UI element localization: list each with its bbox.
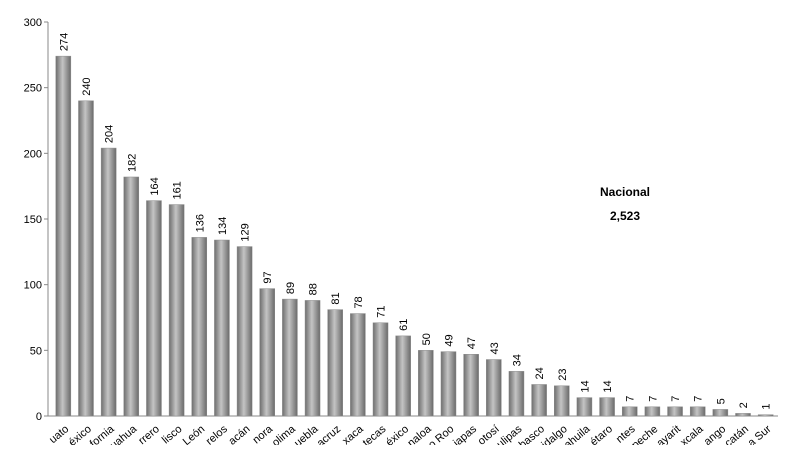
x-tick-label: lisco [160, 423, 185, 445]
value-label: 2 [738, 402, 750, 408]
value-label: 89 [285, 282, 297, 294]
bar [214, 239, 230, 417]
value-label: 7 [693, 396, 705, 402]
value-label: 161 [172, 181, 184, 199]
value-label: 47 [466, 337, 478, 349]
value-label: 7 [647, 396, 659, 402]
x-tick-label: iapas [451, 423, 479, 445]
value-label: 204 [104, 125, 116, 143]
bar [282, 298, 298, 417]
bar [55, 55, 72, 417]
bar [712, 409, 729, 417]
value-label: 14 [579, 380, 591, 392]
value-label: 240 [81, 77, 93, 95]
x-tick-label: acruz [315, 423, 343, 445]
x-tick-label: León [181, 423, 207, 445]
bar [372, 322, 389, 417]
bar [395, 335, 411, 417]
value-label: 71 [376, 306, 388, 318]
bar [486, 359, 502, 417]
x-tick-label: relos [204, 423, 230, 445]
value-label: 61 [398, 319, 410, 331]
value-label: 7 [670, 396, 682, 402]
value-label: 88 [308, 283, 320, 295]
bar [304, 300, 321, 417]
bar [123, 176, 140, 417]
bar [259, 288, 275, 417]
x-tick-label: étaro [588, 423, 615, 445]
bar [350, 313, 366, 417]
y-tick-label: 100 [24, 280, 42, 292]
value-label: 182 [126, 154, 138, 172]
bar [531, 384, 547, 417]
value-label: 129 [240, 223, 252, 241]
value-label: 5 [715, 398, 727, 404]
value-label: 134 [217, 217, 229, 235]
bar [689, 406, 706, 417]
annotation-label: Nacional [600, 185, 650, 199]
bar [576, 397, 593, 417]
y-tick-label: 200 [24, 148, 42, 160]
value-label: 34 [511, 354, 523, 366]
bar [735, 413, 751, 417]
bar [327, 309, 343, 417]
value-label: 7 [625, 396, 637, 402]
value-label: 43 [489, 342, 501, 354]
value-label: 81 [330, 292, 342, 304]
value-label: 24 [534, 367, 546, 379]
y-tick-label: 50 [30, 345, 42, 357]
value-label: 50 [421, 333, 433, 345]
y-tick-label: 250 [24, 83, 42, 95]
bar [621, 406, 638, 417]
value-label: 78 [353, 296, 365, 308]
bar [508, 371, 525, 417]
x-tick-label: rrero [136, 423, 162, 445]
bar [146, 200, 162, 417]
bar [168, 204, 185, 417]
value-label: 274 [58, 33, 70, 51]
value-label: 14 [602, 380, 614, 392]
x-tick-label: a Sur [746, 423, 774, 445]
bar [667, 406, 683, 417]
bar [757, 414, 774, 417]
bar [100, 147, 117, 417]
value-label: 164 [149, 177, 161, 195]
value-label: 1 [761, 404, 773, 410]
y-tick-label: 300 [24, 17, 42, 29]
bar [644, 406, 661, 417]
y-tick-label: 0 [36, 411, 42, 423]
bar [418, 350, 434, 417]
x-tick-label: acán [227, 423, 253, 445]
value-label: 136 [194, 214, 206, 232]
y-tick-label: 150 [24, 214, 42, 226]
bar [191, 237, 208, 417]
bar [554, 385, 570, 417]
value-label: 49 [443, 334, 455, 346]
value-label: 23 [557, 369, 569, 381]
bar [599, 397, 615, 417]
bar [440, 351, 457, 417]
value-label: 97 [262, 271, 274, 283]
bar [236, 246, 253, 417]
bar [463, 354, 479, 417]
x-tick-label: xcala [678, 423, 706, 445]
annotation-value: 2,523 [610, 209, 640, 223]
bar [78, 100, 94, 417]
